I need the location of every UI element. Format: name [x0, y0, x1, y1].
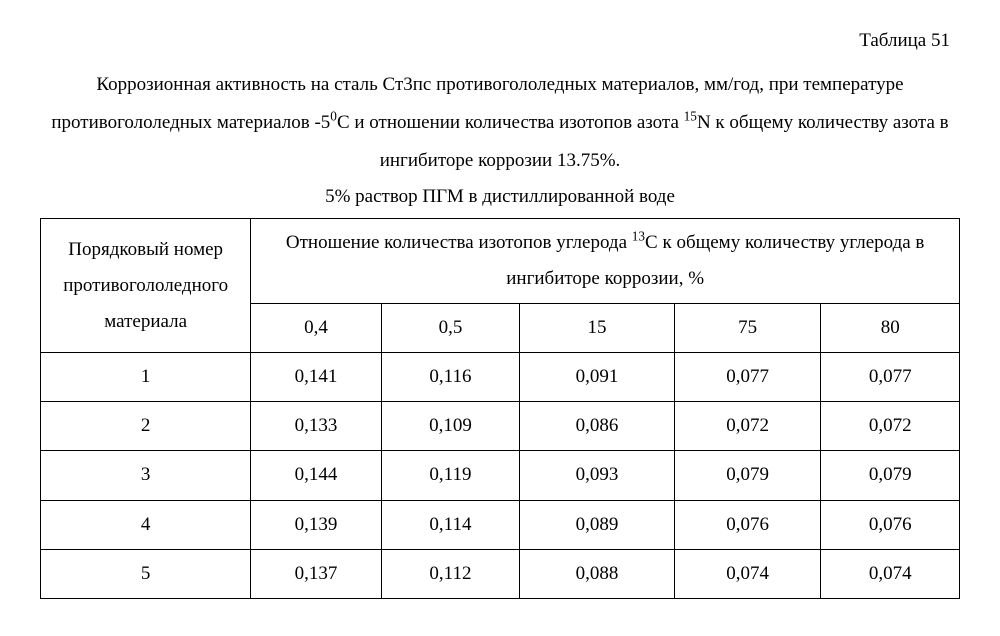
row-number: 1: [41, 353, 251, 402]
cell: 0,112: [381, 549, 519, 598]
cell: 0,109: [381, 402, 519, 451]
row-header: Порядковый номер противогололедного мате…: [41, 219, 251, 353]
cell: 0,133: [251, 402, 381, 451]
cell: 0,139: [251, 500, 381, 549]
col-header: 0,4: [251, 304, 381, 353]
cell: 0,079: [821, 451, 960, 500]
cell: 0,086: [520, 402, 675, 451]
cell: 0,072: [821, 402, 960, 451]
col-header: 75: [674, 304, 821, 353]
cell: 0,119: [381, 451, 519, 500]
table-title: Коррозионная активность на сталь Ст3пс п…: [40, 66, 960, 180]
table-row: 3 0,144 0,119 0,093 0,079 0,079: [41, 451, 960, 500]
row-number: 2: [41, 402, 251, 451]
row-number: 5: [41, 549, 251, 598]
cell: 0,079: [674, 451, 821, 500]
cell: 0,088: [520, 549, 675, 598]
cell: 0,093: [520, 451, 675, 500]
row-number: 3: [41, 451, 251, 500]
spanning-column-header: Отношение количества изотопов углерода 1…: [251, 219, 960, 304]
cell: 0,144: [251, 451, 381, 500]
cell: 0,076: [821, 500, 960, 549]
table-row: 4 0,139 0,114 0,089 0,076 0,076: [41, 500, 960, 549]
cell: 0,077: [821, 353, 960, 402]
cell: 0,116: [381, 353, 519, 402]
cell: 0,141: [251, 353, 381, 402]
table-row: 5 0,137 0,112 0,088 0,074 0,074: [41, 549, 960, 598]
corrosion-table: Порядковый номер противогололедного мате…: [40, 218, 960, 599]
col-header: 80: [821, 304, 960, 353]
cell: 0,074: [674, 549, 821, 598]
header-row-1: Порядковый номер противогололедного мате…: [41, 219, 960, 304]
row-number: 4: [41, 500, 251, 549]
table-subtitle: 5% раствор ПГМ в дистиллированной воде: [40, 186, 960, 208]
cell: 0,089: [520, 500, 675, 549]
table-number-label: Таблица 51: [40, 30, 950, 52]
table-row: 2 0,133 0,109 0,086 0,072 0,072: [41, 402, 960, 451]
cell: 0,076: [674, 500, 821, 549]
cell: 0,074: [821, 549, 960, 598]
cell: 0,137: [251, 549, 381, 598]
cell: 0,091: [520, 353, 675, 402]
col-header: 15: [520, 304, 675, 353]
col-header: 0,5: [381, 304, 519, 353]
table-row: 1 0,141 0,116 0,091 0,077 0,077: [41, 353, 960, 402]
cell: 0,072: [674, 402, 821, 451]
cell: 0,077: [674, 353, 821, 402]
cell: 0,114: [381, 500, 519, 549]
